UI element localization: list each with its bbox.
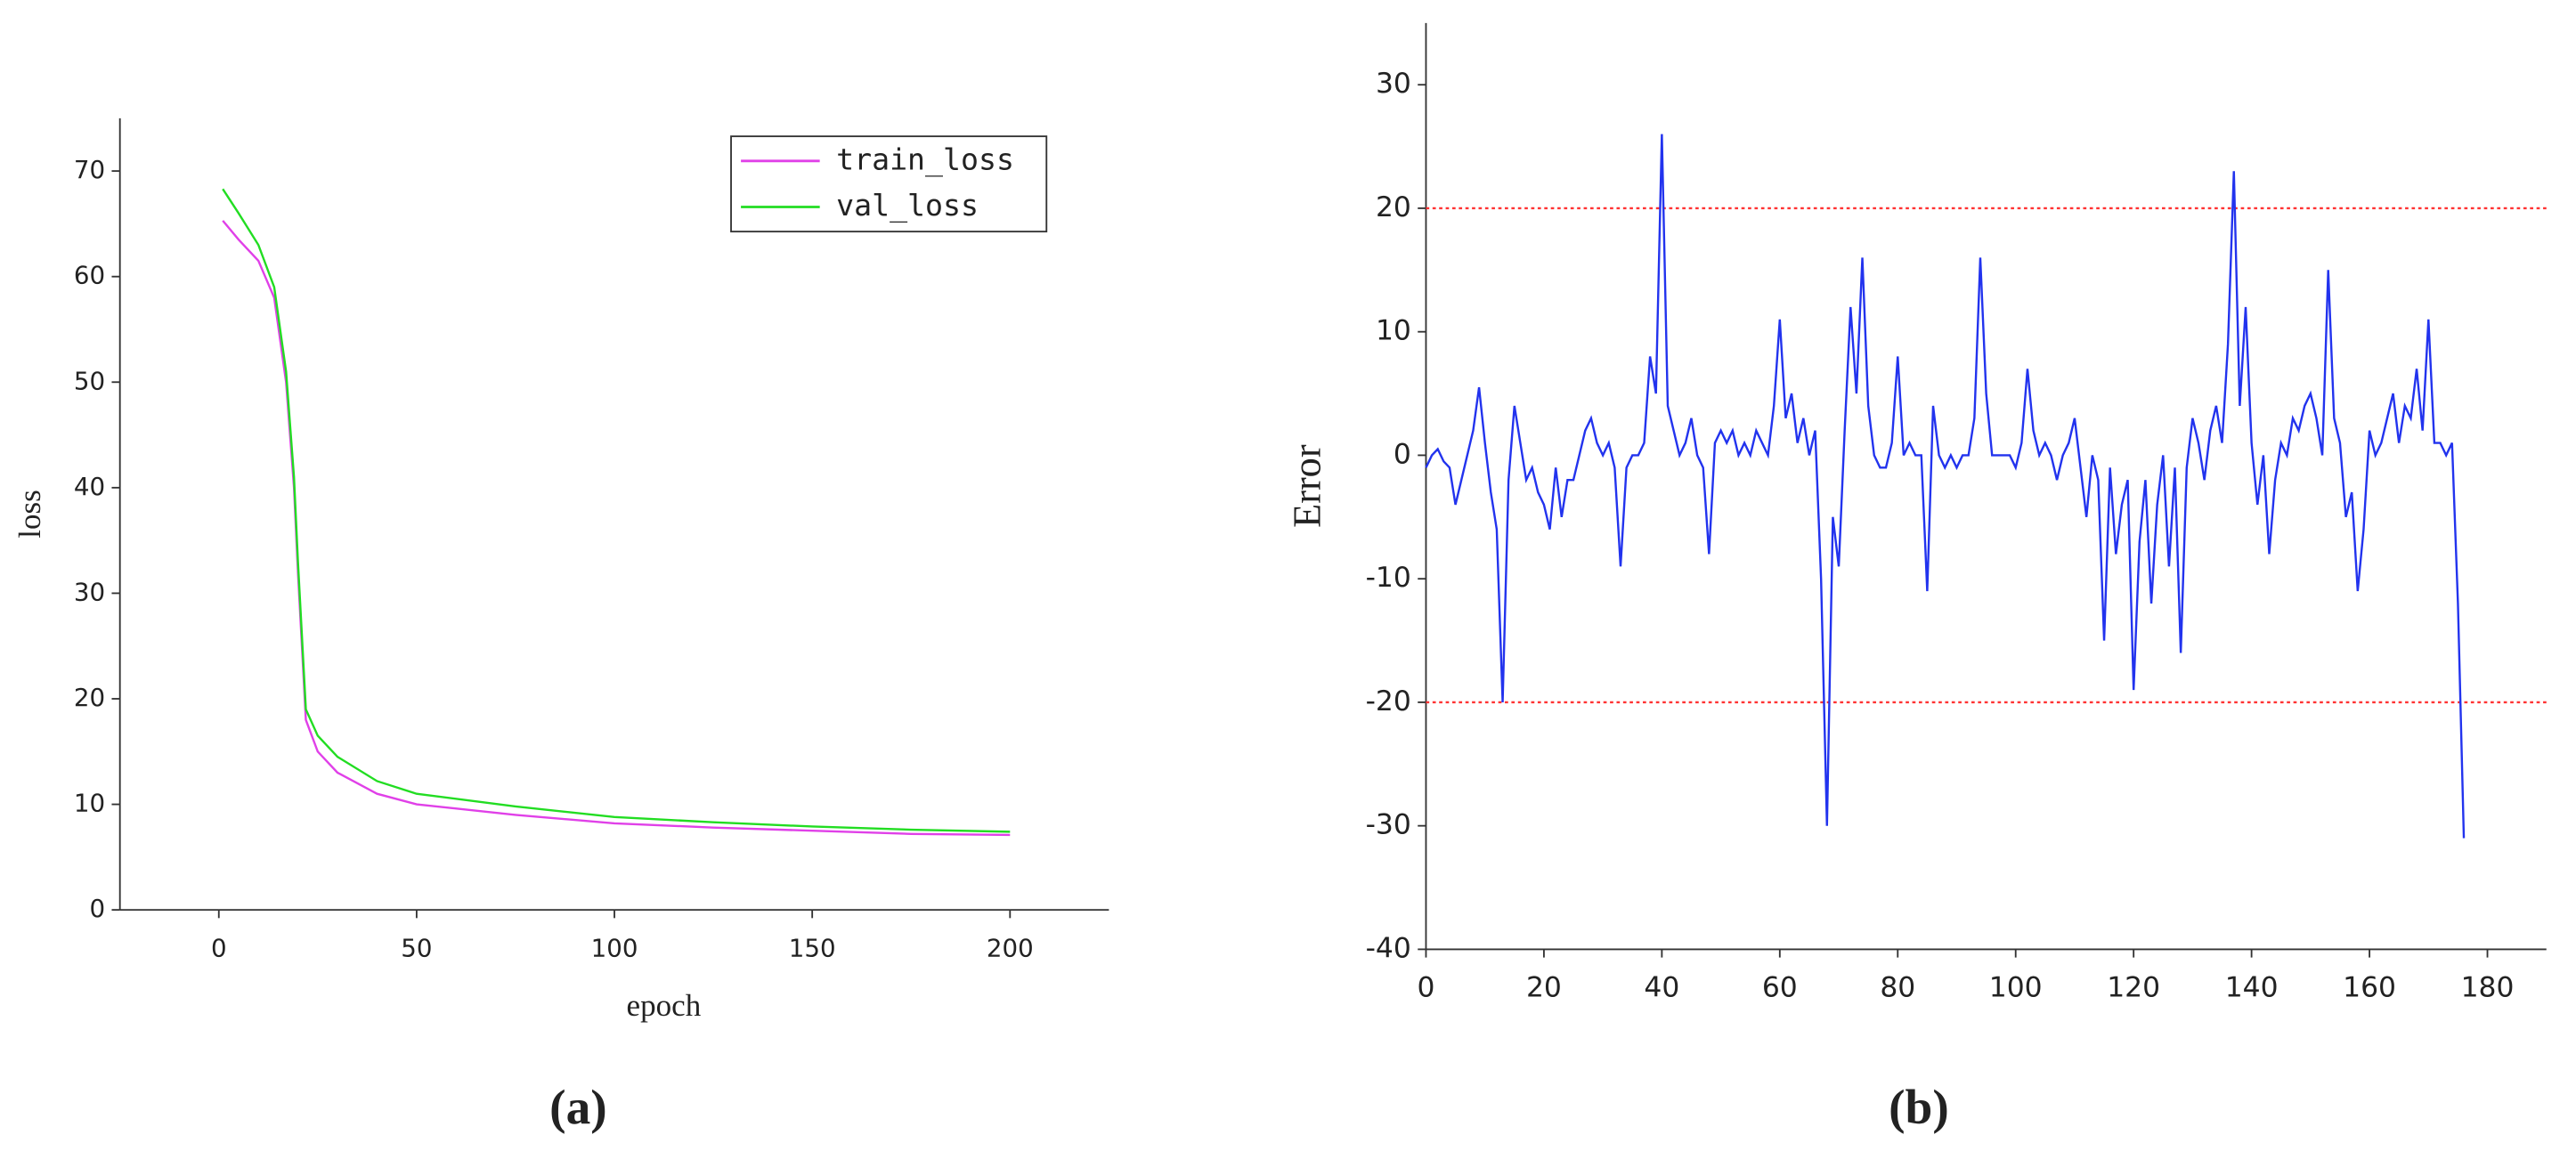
x-tick-label: 100 [1989, 972, 2043, 1004]
x-tick-label: 100 [591, 933, 638, 962]
x-tick-label: 60 [1762, 972, 1798, 1004]
y-tick-label: 10 [1376, 315, 1411, 347]
x-tick-label: 0 [211, 933, 227, 962]
y-tick-label: 60 [74, 261, 105, 290]
x-tick-label: 20 [1526, 972, 1562, 1004]
y-tick-label: -20 [1366, 685, 1411, 717]
legend-label: val_loss [836, 188, 979, 223]
y-axis-label: loss [12, 490, 47, 539]
legend-box [730, 135, 1048, 233]
x-tick-label: 120 [2107, 972, 2160, 1004]
error-line [1425, 134, 2466, 839]
y-tick-label: -40 [1366, 932, 1411, 964]
y-tick-label: -30 [1366, 809, 1411, 841]
loss-line [222, 220, 1011, 837]
y-tick-label: 20 [1376, 191, 1411, 223]
loss-line [222, 188, 1011, 833]
y-tick-label: -10 [1366, 562, 1411, 594]
x-tick-label: 150 [789, 933, 836, 962]
x-axis-label: epoch [627, 988, 702, 1023]
y-tick-label: 10 [74, 789, 105, 818]
x-tick-label: 40 [1644, 972, 1679, 1004]
y-tick-label: 0 [1394, 438, 1411, 470]
legend-label: train_loss [836, 142, 1014, 177]
y-tick-label: 40 [74, 472, 105, 501]
x-tick-label: 50 [401, 933, 432, 962]
x-tick-label: 180 [2461, 972, 2515, 1004]
x-tick-label: 140 [2225, 972, 2279, 1004]
y-axis-label: Error [1285, 444, 1329, 528]
x-tick-label: 200 [987, 933, 1034, 962]
y-tick-label: 0 [89, 894, 105, 923]
y-tick-label: 20 [74, 683, 105, 712]
y-tick-label: 30 [74, 577, 105, 606]
panel-caption: (b) [1889, 1080, 1949, 1134]
panel-caption: (a) [549, 1080, 607, 1134]
x-tick-label: 80 [1880, 972, 1915, 1004]
y-tick-label: 30 [1376, 68, 1411, 100]
y-tick-label: 70 [74, 155, 105, 184]
x-tick-label: 160 [2343, 972, 2396, 1004]
x-tick-label: 0 [1417, 972, 1434, 1004]
y-tick-label: 50 [74, 366, 105, 395]
